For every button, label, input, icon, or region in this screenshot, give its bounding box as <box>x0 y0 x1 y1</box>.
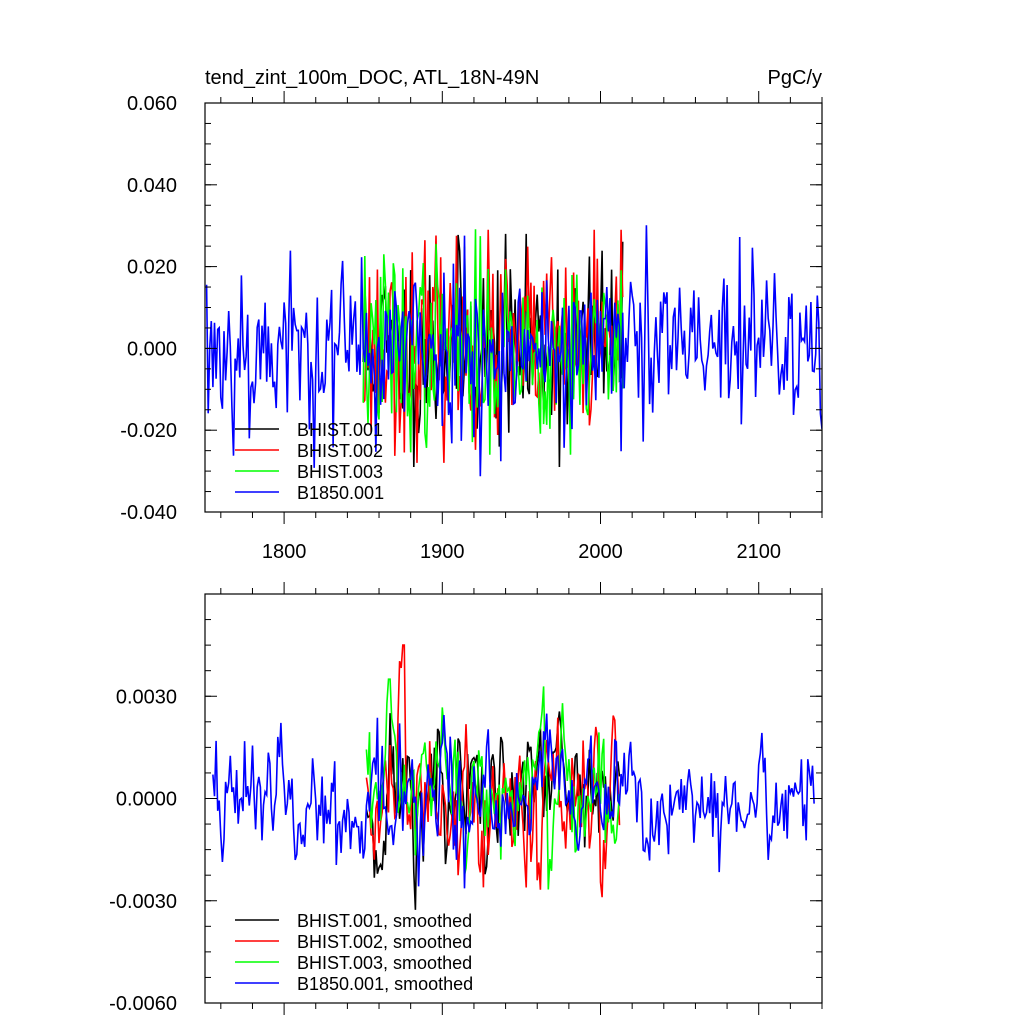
legend-label: B1850.001 <box>297 483 384 503</box>
x-tick-label: 2000 <box>578 541 623 563</box>
series-line-1 <box>365 711 621 910</box>
legend-label: B1850.001, smoothed <box>297 974 473 994</box>
series-line-3 <box>365 678 621 890</box>
y-tick-label: 0.040 <box>127 175 177 197</box>
top-panel-title: tend_zint_100m_DOC, ATL_18N-49N <box>205 67 539 89</box>
top-panel-units: PgC/y <box>768 67 822 89</box>
x-tick-label: 1800 <box>262 541 307 563</box>
bottom-panel: -0.0060 -0.0030 0.0000 0.0030 BHIST.001, smo… <box>109 582 823 1015</box>
legend-label: BHIST.002 <box>297 441 383 461</box>
top-panel: tend_zint_100m_DOC, ATL_18N-49N PgC/y -0… <box>120 67 823 563</box>
series-group <box>205 225 822 477</box>
y-tick-label: -0.0030 <box>109 891 177 913</box>
x-tick-label: 2100 <box>736 541 781 563</box>
y-tick-label: 0.0000 <box>116 789 177 811</box>
series-line-4 <box>205 225 822 477</box>
y-tick-label: -0.040 <box>120 502 177 524</box>
top-plot-area: -0.040 -0.020 0.000 0.020 0.040 0.060 1800 1900… <box>120 91 823 563</box>
y-tick-label: 0.060 <box>127 93 177 115</box>
legend-label: BHIST.003 <box>297 462 383 482</box>
series-line-2 <box>365 644 621 898</box>
legend-label: BHIST.002, smoothed <box>297 932 472 952</box>
legend-label: BHIST.003, smoothed <box>297 953 472 973</box>
y-tick-label: 0.000 <box>127 338 177 360</box>
bottom-plot-area: -0.0060 -0.0030 0.0000 0.0030 BHIST.001, smo… <box>109 582 823 1015</box>
series-line-4 <box>212 713 815 889</box>
x-tick-label: 1900 <box>420 541 465 563</box>
y-tick-label: 0.020 <box>127 257 177 279</box>
y-tick-label: 0.0030 <box>116 686 177 708</box>
series-group <box>212 644 815 910</box>
legend-label: BHIST.001, smoothed <box>297 911 472 931</box>
legend-label: BHIST.001 <box>297 420 383 440</box>
y-tick-label: -0.0060 <box>109 993 177 1015</box>
y-tick-label: -0.020 <box>120 420 177 442</box>
